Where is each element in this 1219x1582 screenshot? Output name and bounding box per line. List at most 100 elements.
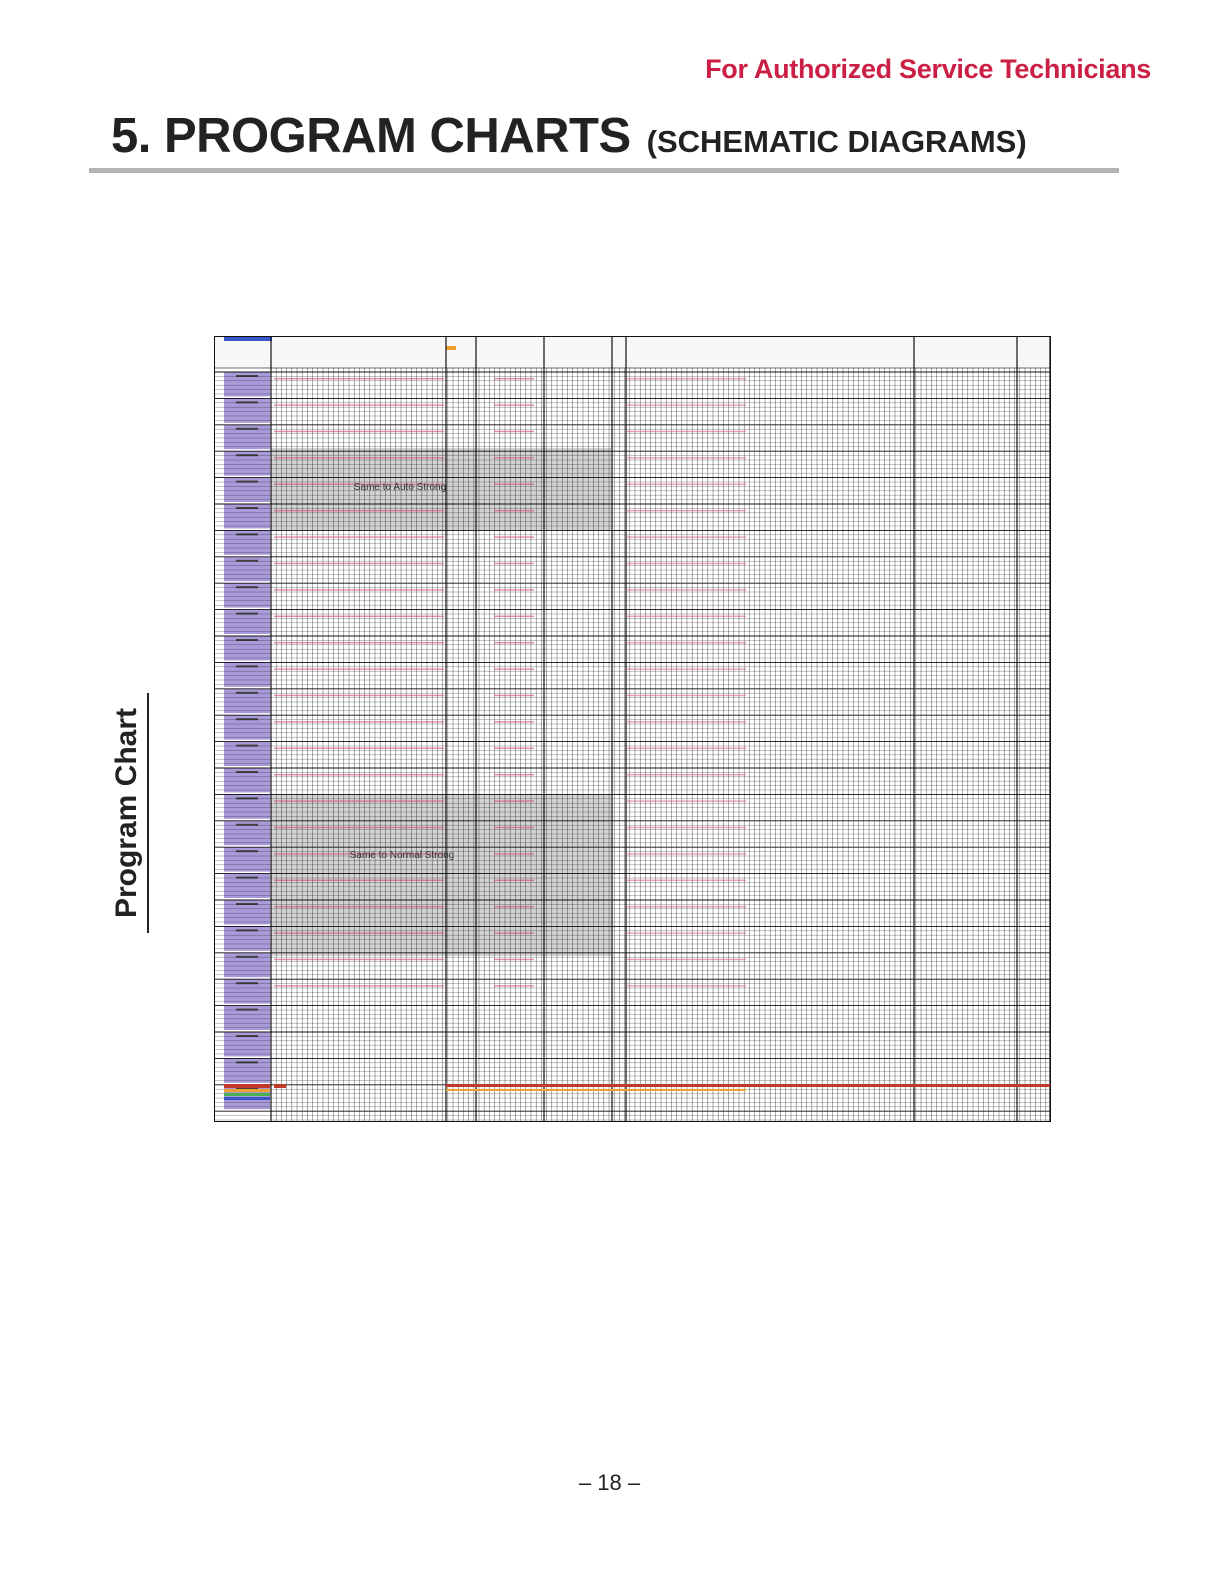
marker-row: [274, 721, 444, 723]
marker-row: [494, 378, 534, 380]
marker-row: [274, 747, 444, 749]
marker-row: [626, 562, 746, 565]
marker-row: [626, 483, 746, 485]
marker-row: [494, 536, 534, 538]
marker-row: [626, 430, 746, 433]
bottom-band: [274, 1084, 286, 1088]
marker-row: [626, 378, 746, 380]
marker-row: [494, 642, 534, 644]
marker-row: [274, 615, 444, 617]
program-cell-text: [236, 586, 258, 589]
marker-row: [274, 774, 444, 776]
program-cell-text: [236, 876, 258, 879]
program-cell-text: [236, 612, 258, 615]
marker-row: [626, 589, 746, 591]
program-cell-text: [236, 797, 258, 800]
program-cell-text: [236, 691, 258, 694]
bottom-band: [224, 1093, 270, 1096]
program-cell-text: [236, 1008, 258, 1011]
side-section-rule: [147, 693, 149, 933]
marker-row: [494, 747, 534, 749]
program-cell-text: [236, 1087, 258, 1090]
marker-row: [494, 430, 534, 433]
marker-row: [274, 642, 444, 644]
marker-row: [274, 958, 444, 961]
marker-row: [626, 958, 746, 961]
marker-row: [274, 906, 444, 908]
marker-row: [626, 457, 746, 459]
marker-row: [626, 879, 746, 881]
chart-header-band: [214, 336, 1051, 369]
marker-row: [494, 721, 534, 723]
shaded-region: [271, 448, 611, 530]
bottom-band: [224, 1089, 270, 1092]
program-cell-text: [236, 454, 258, 457]
marker-row: [626, 404, 746, 406]
marker-row: [494, 404, 534, 406]
marker-row: [494, 800, 534, 802]
bottom-band: [446, 1089, 746, 1091]
chart-border: [214, 336, 1051, 1122]
marker-row: [494, 826, 534, 829]
marker-row: [274, 826, 444, 829]
program-cell-text: [236, 375, 258, 377]
marker-row: [274, 536, 444, 538]
marker-row: [626, 985, 746, 987]
marker-row: [494, 879, 534, 881]
marker-row: [274, 457, 444, 459]
side-section-label: Program Chart: [110, 707, 143, 919]
marker-row: [494, 853, 534, 855]
program-cell-text: [236, 480, 258, 483]
program-cell-text: [236, 823, 258, 826]
program-cell-text: [236, 718, 258, 721]
marker-row: [494, 774, 534, 776]
marker-row: [274, 932, 444, 934]
marker-row: [274, 562, 444, 565]
page-title-row: 5. PROGRAM CHARTS (SCHEMATIC DIAGRAMS): [111, 108, 1027, 164]
page-number: – 18 –: [578, 1470, 641, 1495]
marker-row: [494, 958, 534, 961]
program-cell-text: [236, 771, 258, 773]
marker-row: [626, 721, 746, 723]
title-underline: [89, 168, 1119, 173]
marker-row: [626, 826, 746, 829]
marker-row: [626, 510, 746, 512]
marker-row: [494, 589, 534, 591]
marker-row: [494, 668, 534, 670]
bottom-band: [446, 1084, 1050, 1087]
bottom-band: [224, 1097, 270, 1100]
page-subtitle: (SCHEMATIC DIAGRAMS): [646, 124, 1027, 159]
marker-row: [494, 906, 534, 908]
program-cell-text: [236, 1035, 258, 1037]
marker-row: [626, 853, 746, 855]
chart-header-accent: [224, 337, 272, 341]
marker-row: [274, 853, 444, 855]
program-cell-text: [236, 559, 258, 562]
program-cell-text: [236, 929, 258, 932]
overlay-label-auto: Same to Auto Strong: [354, 482, 446, 493]
marker-row: [494, 457, 534, 459]
marker-row: [626, 800, 746, 802]
marker-row: [274, 430, 444, 433]
marker-row: [274, 483, 444, 485]
program-chart-image: Same to Auto Strong Same to Normal Strong: [214, 336, 1051, 1122]
shaded-region: [271, 794, 611, 956]
marker-row: [494, 694, 534, 697]
marker-row: [494, 985, 534, 987]
program-cell-text: [236, 850, 258, 853]
bottom-band: [224, 1084, 270, 1088]
marker-row: [274, 879, 444, 881]
marker-row: [274, 510, 444, 512]
program-cell-text: [236, 507, 258, 509]
marker-row: [626, 615, 746, 617]
marker-row: [626, 536, 746, 538]
marker-row: [494, 932, 534, 934]
marker-row: [494, 562, 534, 565]
marker-row: [274, 589, 444, 591]
overlay-label-normal: Same to Normal Strong: [350, 850, 455, 861]
program-cell-text: [236, 427, 258, 430]
marker-row: [626, 642, 746, 644]
program-cell-text: [236, 903, 258, 905]
program-cell-text: [236, 665, 258, 668]
marker-row: [626, 694, 746, 697]
